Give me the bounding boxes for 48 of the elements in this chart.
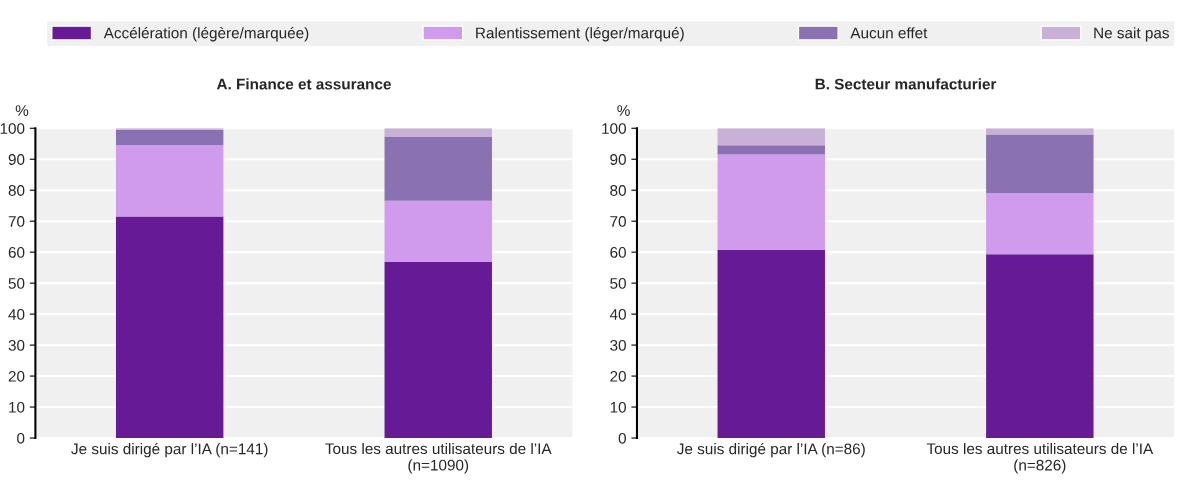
x-tick-label: Je suis dirigé par l’IA (n=141) [71, 442, 268, 458]
bar [384, 136, 492, 201]
y-tick-label: 90 [610, 154, 626, 165]
legend-label: Aucun effet [850, 27, 928, 39]
y-tick-label: 80 [8, 185, 25, 196]
bar [115, 129, 224, 146]
y-tick-label: 50 [8, 278, 25, 289]
x-tick-label: Je suis dirigé par l’IA (n=86) [677, 442, 865, 458]
y-tick-label: 0 [618, 432, 626, 444]
bar [384, 200, 492, 263]
x-tick-label: Tous les autres utilisateurs de l’IA (n=826) [926, 442, 1154, 474]
chart-title: B. Secteur manufacturier [815, 78, 997, 90]
bar [986, 134, 1094, 194]
y-tick-label: 60 [610, 247, 626, 258]
bar [717, 128, 825, 146]
y-tick-label: 70 [8, 216, 25, 227]
bar [986, 193, 1094, 255]
y-tick-label: 20 [610, 370, 626, 382]
y-tick-label: 30 [610, 339, 626, 351]
legend-label: Ralentissement (léger/marqué) [476, 26, 684, 42]
legend-label: Ne sait pas [1094, 27, 1169, 42]
y-tick-label: 60 [8, 247, 25, 258]
bar [986, 254, 1094, 439]
y-tick-label: 20 [8, 370, 25, 382]
y-tick-label: 50 [610, 278, 626, 289]
y-tick-label: 100 [602, 123, 626, 134]
y-tick-label: 100 [0, 123, 25, 134]
chart-title: A. Finance et assurance [216, 78, 391, 90]
y-tick-label: 80 [610, 185, 626, 196]
legend-label: Accélération (légère/marquée) [103, 26, 309, 42]
x-tick-label: Tous les autres utilisateurs de l’IA (n=1090) [325, 442, 552, 474]
bar [717, 154, 825, 250]
bar [384, 262, 492, 439]
y-tick-label: 40 [609, 308, 626, 320]
y-tick-label: 70 [610, 216, 626, 227]
y-tick-label: 90 [8, 154, 25, 165]
bar [384, 128, 492, 137]
bar [717, 145, 825, 155]
y-tick-label: 0 [17, 432, 25, 444]
y-tick-label: 30 [8, 339, 25, 351]
bar [115, 145, 224, 217]
y-tick-label: 10 [610, 401, 626, 413]
y-axis-title: % [15, 105, 29, 116]
y-axis-title: % [617, 105, 630, 116]
y-tick-label: 40 [8, 308, 25, 320]
y-tick-label: 10 [9, 401, 25, 413]
bar [717, 249, 825, 439]
bar [115, 216, 224, 439]
